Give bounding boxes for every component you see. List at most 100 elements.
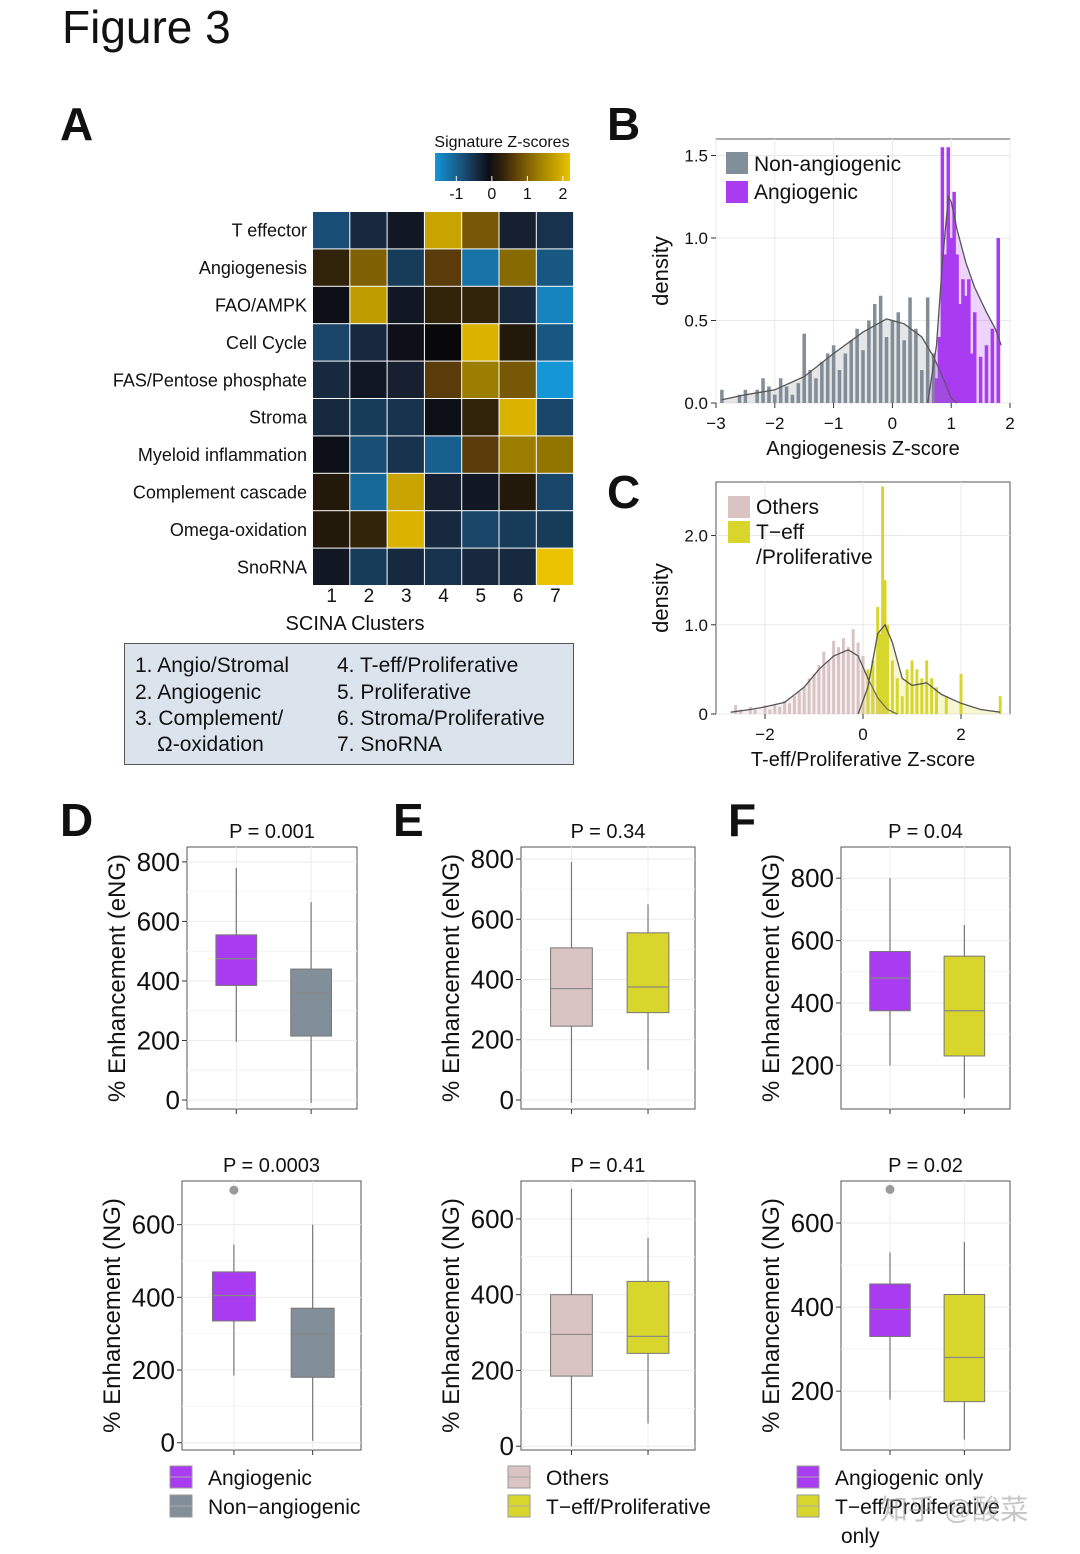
heatmap-cell [424,361,462,398]
figure-title: Figure 3 [62,1,231,53]
histogram-bar [959,673,963,714]
box-body [943,955,986,1057]
box-outlier [885,1184,895,1194]
heatmap-cell [536,436,574,473]
histogram-bar [792,696,796,714]
histogram-bar [820,361,824,403]
y-tick-label: 0 [699,705,708,724]
histogram-bar [925,660,929,714]
heatmap-row-label: Angiogenesis [199,258,307,278]
y-tick-label: 600 [137,906,180,936]
histogram-bar [743,389,748,403]
panel-letter-b: B [607,98,640,150]
heatmap-cell [313,548,350,585]
histogram-bar [978,356,983,403]
legend-label-teff: T−eff [756,521,804,544]
heatmap-cell [350,436,387,473]
heatmap-row-label: SnoRNA [237,557,307,577]
histogram-bar [832,640,836,714]
heatmap-cell [424,511,462,548]
histogram-bar [861,350,865,403]
histogram-bar [812,673,816,714]
colorbar-tick-label: 1 [523,186,532,203]
heatmap-cell [424,324,462,361]
heatmap-cell [313,511,350,548]
box-plot-title: P = 0.41 [571,1155,646,1177]
heatmap-cell [536,286,574,324]
histogram-bar [944,696,948,714]
y-tick-label: 800 [791,863,834,893]
cluster-legend-item: 6. Stroma/Proliferative [337,707,545,730]
heatmap-cell [462,324,499,361]
y-tick-label: 200 [137,1026,180,1056]
density-area [721,318,958,403]
heatmap-cell [350,361,387,398]
histogram-bar [949,238,953,403]
cluster-legend-item: 4. T-eff/Proliferative [337,654,519,677]
cluster-legend-item: 1. Angio/Stromal [135,654,290,677]
x-tick-label: −2 [755,725,774,744]
y-tick-label: 600 [471,904,514,934]
heatmap-cell [350,249,387,286]
histogram-bar [841,638,845,714]
heatmap-cell [499,324,536,361]
heatmap-cell [536,249,574,286]
histogram-bar [851,629,855,714]
cluster-legend-item: 7. SnoRNA [337,733,443,756]
x-tick-label: −3 [706,414,725,433]
legend-swatch-angiogenic [726,181,748,203]
heatmap-cell [350,212,387,249]
histogram-bar [914,328,918,403]
x-tick-label: −2 [765,414,784,433]
box-plot-title: P = 0.0003 [223,1155,320,1177]
histogram-bar [896,312,901,403]
heatmap-cell [499,212,536,249]
y-axis-title: % Enhancement (NG) [758,1198,785,1433]
heatmap-cell [313,212,350,249]
y-tick-label: 0.5 [684,312,708,331]
heatmap-col-label: 5 [476,586,487,607]
heatmap-row-label: FAO/AMPK [215,296,307,316]
y-tick-label: 1.0 [684,616,708,635]
heatmap-cell [424,249,462,286]
box-body [869,950,911,1012]
panel-letter-e: E [393,794,424,846]
histogram-bar [931,353,936,403]
histogram-bar [739,709,742,714]
y-tick-label: 800 [471,844,514,874]
histogram-bar [720,389,724,403]
heatmap-cell [313,361,350,398]
histogram-bar [920,370,924,403]
heatmap-cell [499,399,536,436]
histogram-bar [796,383,801,403]
y-tick-label: 0 [166,1085,180,1115]
heatmap-cell [350,286,387,324]
histogram-bar [972,312,977,403]
heatmap-cell [424,436,462,473]
density-curve [927,194,1002,404]
heatmap-cell [536,212,574,249]
histogram-bar [831,345,836,403]
legend-label: T−eff/Proliferative [546,1496,711,1519]
y-axis-title: % Enhancement (eNG) [438,854,465,1102]
histogram-bar [878,295,883,403]
histogram-bar [734,705,738,714]
legend-swatch-teff [728,521,750,543]
heatmap-cell [536,473,574,511]
box-body [943,1293,986,1403]
y-tick-label: 600 [791,926,834,956]
heatmap-cell [424,399,462,436]
colorbar-title: Signature Z-scores [434,134,569,151]
histogram-bar [768,709,772,714]
histogram-bar [890,660,894,714]
heatmap-cell [387,548,424,585]
heatmap-cell [499,473,536,511]
y-tick-label: 0 [161,1428,175,1458]
heatmap-cell [350,324,387,361]
histogram-bar [872,304,877,403]
heatmap-cell [387,399,424,436]
box-body [290,1307,335,1378]
y-axis-title: % Enhancement (eNG) [758,854,785,1102]
histogram-bar [883,580,887,714]
